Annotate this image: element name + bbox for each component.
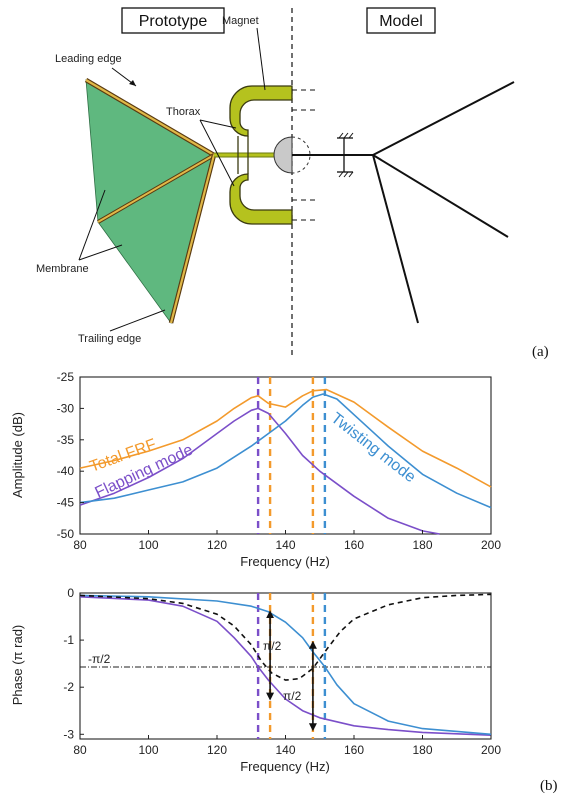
x-tick-label: 120	[207, 743, 227, 757]
y-tick-label: -25	[57, 370, 75, 384]
phase-annotation-2: π/2	[283, 689, 302, 703]
x-tick-label: 100	[138, 538, 158, 552]
y-tick-label: -50	[57, 527, 75, 541]
label-thorax: Thorax	[166, 106, 201, 118]
amplitude-ylabel: Amplitude (dB)	[10, 412, 25, 498]
phase-plot-frame	[79, 592, 492, 740]
y-tick-label: -45	[57, 496, 75, 510]
y-tick-label: -35	[57, 433, 75, 447]
magnet	[273, 136, 293, 174]
model-branch-low	[372, 154, 419, 324]
y-tick-label: -2	[63, 680, 74, 694]
amplitude-chart: 80 100 120 140 160 180 200 -25-30-35-40-45-50 …	[10, 370, 501, 569]
x-tick-label: 140	[275, 743, 295, 757]
legend-twisting-mode: Twisting mode	[328, 410, 419, 486]
model-branch-mid	[372, 154, 509, 238]
y-tick-label: -40	[57, 464, 75, 478]
x-tick-label: 80	[73, 743, 87, 757]
model-branch-top	[372, 81, 515, 156]
panel-label-b: (b)	[540, 778, 558, 794]
amplitude-xlabel: Frequency (Hz)	[240, 554, 330, 569]
phase-hline-label: -π/2	[88, 652, 111, 666]
phase-xlabel: Frequency (Hz)	[240, 759, 330, 774]
series-line	[79, 596, 492, 736]
x-tick-label: 160	[344, 743, 364, 757]
x-tick-label: 120	[207, 538, 227, 552]
series-line	[79, 393, 492, 509]
y-tick-label: 0	[67, 586, 74, 600]
label-trailing-edge: Trailing edge	[78, 333, 141, 345]
panel-label-a: (a)	[532, 344, 549, 360]
x-tick-label: 160	[344, 538, 364, 552]
label-magnet: Magnet	[222, 15, 259, 27]
series-line	[79, 594, 492, 736]
x-tick-label: 180	[412, 743, 432, 757]
thorax-lower	[229, 173, 293, 225]
prototype-header-box	[121, 7, 225, 34]
y-tick-label: -3	[63, 727, 74, 741]
thorax-upper	[229, 85, 293, 137]
phase-chart: 80 100 120 140 160 180 200 0 -1 -2 -3 -π/2 π/2 π/…	[10, 586, 558, 794]
model-header-box	[366, 7, 436, 34]
prototype-header: Prototype	[139, 13, 208, 30]
x-tick-label: 140	[275, 538, 295, 552]
schematic-panel: Prototype Model	[36, 7, 549, 360]
label-membrane: Membrane	[36, 263, 89, 275]
x-tick-label: 100	[138, 743, 158, 757]
phase-annotation-1: π/2	[263, 639, 282, 653]
y-tick-label: -1	[63, 633, 74, 647]
x-tick-label: 200	[481, 743, 501, 757]
x-tick-label: 200	[481, 538, 501, 552]
phase-ylabel: Phase (π rad)	[10, 625, 25, 706]
x-tick-label: 180	[412, 538, 432, 552]
model-header: Model	[379, 13, 423, 30]
x-tick-label: 80	[73, 538, 87, 552]
label-leading-edge: Leading edge	[55, 53, 122, 65]
y-tick-label: -30	[57, 401, 75, 415]
series-line	[79, 388, 492, 488]
series-line	[79, 407, 440, 535]
